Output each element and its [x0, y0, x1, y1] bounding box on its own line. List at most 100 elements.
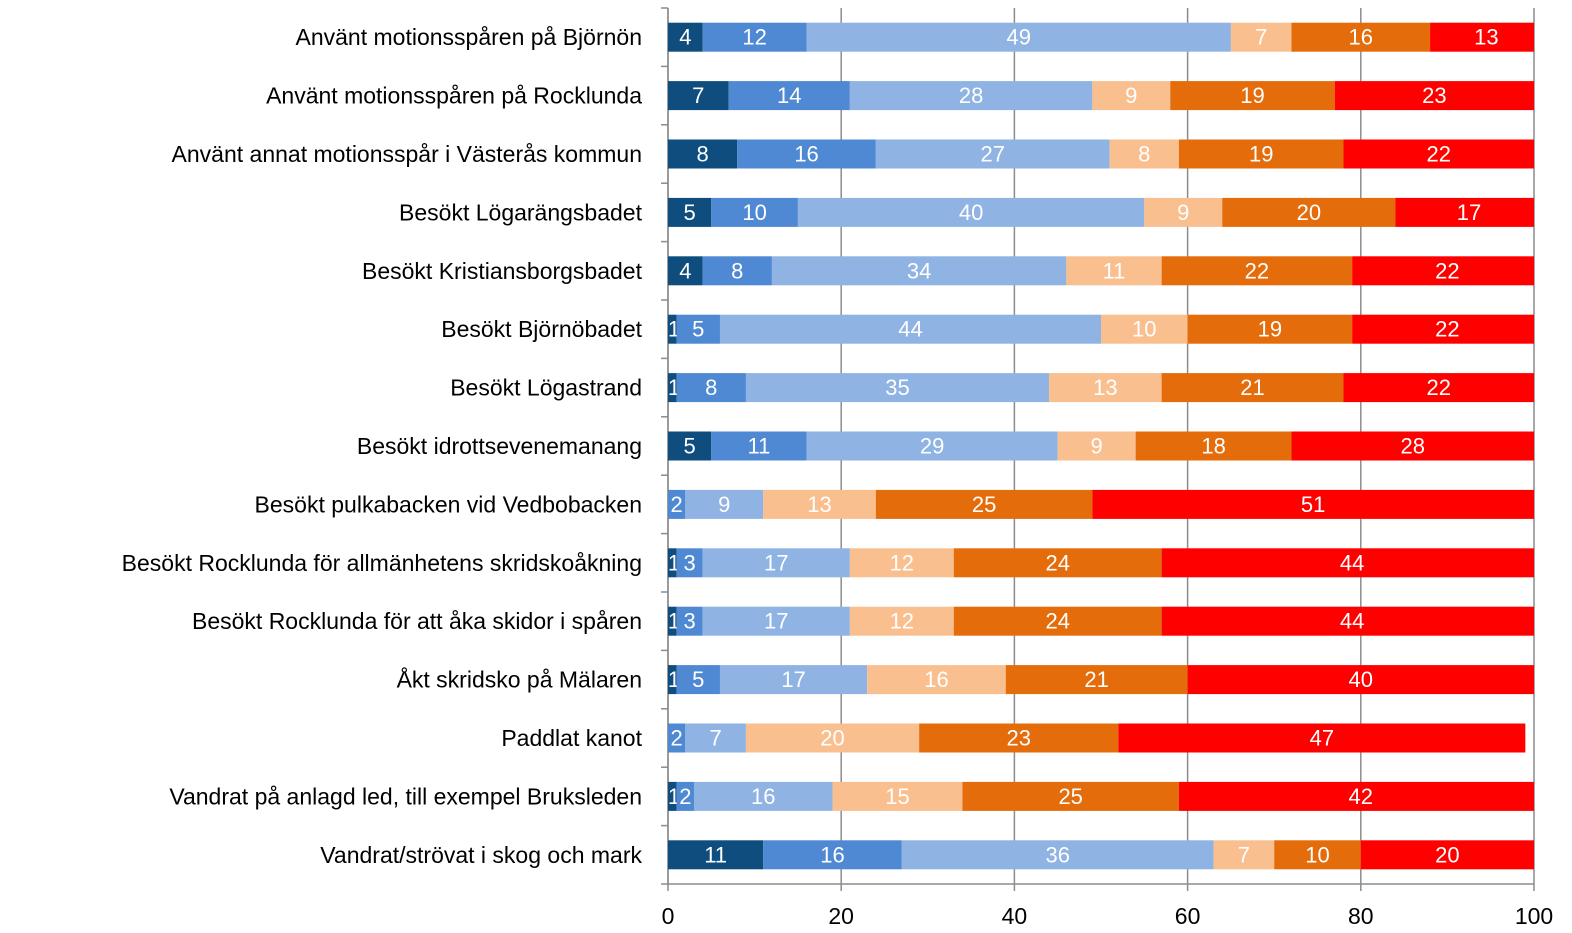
bar-segment	[668, 256, 703, 286]
bar-segment	[1213, 840, 1275, 870]
bar-segment	[875, 489, 1093, 519]
value-label: 17	[764, 609, 788, 634]
bar-segment	[668, 840, 764, 870]
category-label: Besökt Rocklunda för att åka skidor i sp…	[192, 608, 642, 634]
value-label: 16	[1349, 25, 1373, 50]
x-tick-label: 40	[1002, 903, 1028, 929]
bar-segment	[1161, 548, 1534, 578]
bar-segment	[1343, 139, 1534, 169]
category-label: Besökt idrottsevenemanang	[357, 433, 642, 459]
value-label: 16	[820, 842, 844, 867]
bar-segment	[849, 548, 954, 578]
bar-segment	[1161, 606, 1534, 636]
bar-segment	[728, 81, 850, 111]
category-label: Använt motionsspåren på Rocklunda	[266, 83, 642, 109]
value-label: 8	[1138, 142, 1150, 167]
value-label: 44	[1340, 550, 1364, 575]
category-label: Besökt Rocklunda för allmänhetens skrids…	[122, 550, 642, 576]
category-label: Vandrat/strövat i skog och mark	[320, 842, 642, 868]
x-tick-label: 60	[1175, 903, 1201, 929]
bar-segment	[797, 197, 1145, 227]
bar-segment	[676, 373, 746, 403]
value-label: 15	[885, 784, 909, 809]
x-tick-label: 80	[1348, 903, 1374, 929]
bar-segment	[668, 81, 729, 111]
value-label: 2	[671, 726, 683, 751]
bar-segment	[1187, 314, 1353, 344]
bar-segment	[1005, 665, 1188, 695]
category-label: Paddlat kanot	[501, 725, 642, 751]
x-tick-label: 100	[1515, 903, 1553, 929]
value-label: 9	[1125, 83, 1137, 108]
bar-segment	[668, 22, 703, 52]
bar-segment	[702, 606, 850, 636]
bar-segment	[771, 256, 1067, 286]
bar-segment	[763, 489, 876, 519]
category-label: Besökt Kristiansborgsbadet	[362, 258, 643, 284]
value-label: 22	[1426, 142, 1450, 167]
value-label: 28	[1401, 434, 1425, 459]
value-label: 49	[1006, 25, 1030, 50]
value-label: 8	[705, 375, 717, 400]
bar-segment	[668, 314, 677, 344]
value-label: 51	[1301, 492, 1325, 517]
bar-segment	[953, 606, 1162, 636]
bar-segment	[668, 197, 712, 227]
bar-segment	[668, 723, 686, 753]
value-label: 13	[1093, 375, 1117, 400]
bar-segment	[1274, 840, 1361, 870]
value-label: 11	[748, 434, 771, 459]
bar-segment	[1352, 256, 1534, 286]
value-label: 7	[710, 726, 722, 751]
value-label: 22	[1435, 258, 1459, 283]
bar-segment	[676, 665, 720, 695]
value-label: 10	[742, 200, 766, 225]
value-label: 13	[1474, 25, 1498, 50]
bar-segment	[702, 548, 850, 578]
value-label: 14	[777, 83, 801, 108]
value-label: 27	[981, 142, 1005, 167]
value-label: 9	[718, 492, 730, 517]
value-label: 40	[959, 200, 983, 225]
value-label: 16	[751, 784, 775, 809]
value-label: 35	[885, 375, 909, 400]
value-label: 29	[920, 434, 944, 459]
bar-segment	[1178, 781, 1534, 811]
category-label: Vandrat på anlagd led, till exempel Bruk…	[169, 783, 642, 809]
bar-segment	[668, 548, 677, 578]
value-label: 7	[1255, 25, 1267, 50]
value-label: 13	[807, 492, 831, 517]
value-label: 18	[1201, 434, 1225, 459]
value-label: 17	[764, 550, 788, 575]
value-label: 9	[1177, 200, 1189, 225]
bar-segment	[1352, 314, 1534, 344]
bar-segment	[676, 314, 720, 344]
bar-segment	[1291, 22, 1431, 52]
bar-segment	[676, 781, 694, 811]
bar-segment	[1057, 431, 1136, 461]
value-label: 28	[959, 83, 983, 108]
value-label: 23	[1006, 726, 1030, 751]
value-label: 25	[972, 492, 996, 517]
bar-segment	[668, 489, 686, 519]
bar-segment	[875, 139, 1110, 169]
bar-segment	[1066, 256, 1162, 286]
value-label: 47	[1310, 726, 1334, 751]
bar-segment	[1291, 431, 1534, 461]
value-label: 3	[684, 609, 696, 634]
value-label: 21	[1084, 667, 1108, 692]
bar-segment	[1178, 139, 1344, 169]
bar-segment	[719, 314, 1101, 344]
value-label: 36	[1045, 842, 1069, 867]
value-label: 5	[692, 667, 704, 692]
bar-segment	[668, 781, 677, 811]
bar-segment	[1230, 22, 1292, 52]
bar-segment	[668, 373, 677, 403]
value-label: 21	[1240, 375, 1264, 400]
bar-segment	[763, 840, 902, 870]
value-label: 16	[924, 667, 948, 692]
bar-segment	[953, 548, 1162, 578]
bar-segment	[1144, 197, 1223, 227]
value-label: 34	[907, 258, 931, 283]
